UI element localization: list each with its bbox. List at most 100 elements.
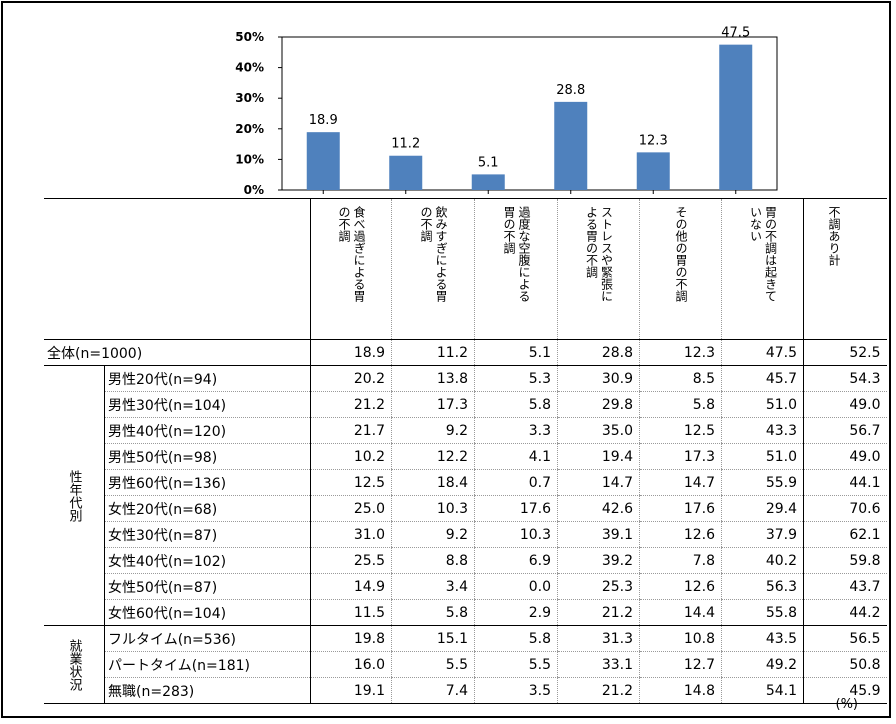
table-row: 女性60代(n=104) 11.5 5.8 2.9 21.2 14.4 55.8 44.2 [44,599,887,626]
value-cell: 16.0 [310,651,392,678]
column-header: 不調あり計 [803,198,887,340]
row-label: 男性20代(n=94) [104,365,311,392]
value-cell: 7.4 [391,677,475,704]
column-header-label: ストレスや緊張に よる胃の不調 [584,206,614,302]
row-label: 男性30代(n=104) [104,391,311,418]
value-cell: 15.1 [391,625,475,652]
data-label: 12.3 [639,133,668,148]
data-label: 11.2 [391,137,420,152]
total-value-cell: 49.0 [803,391,887,418]
group-label-text: 就業状況 [66,638,82,691]
value-cell: 14.8 [639,677,722,704]
row-label: 男性40代(n=120) [104,417,311,444]
value-cell: 4.1 [474,443,558,470]
bar [306,132,340,190]
value-cell: 51.0 [721,443,804,470]
value-cell: 35.0 [557,417,640,444]
y-tick-label: 0% [244,183,264,197]
data-label: 47.5 [721,26,750,41]
table-row: パートタイム(n=181) 16.0 5.5 5.5 33.1 12.7 49.2 50.8 [44,651,887,678]
value-cell: 29.4 [721,495,804,522]
table-row: 男性60代(n=136) 12.5 18.4 0.7 14.7 14.7 55.9 44.1 [44,469,887,496]
value-cell: 17.3 [639,443,722,470]
row-label: 全体(n=1000) [44,339,311,366]
value-cell: 17.6 [639,495,722,522]
value-cell: 12.5 [310,469,392,496]
value-cell: 47.5 [721,339,804,366]
value-cell: 39.2 [557,547,640,574]
row-label: 無職(n=283) [104,677,311,704]
value-cell: 40.2 [721,547,804,574]
value-cell: 49.2 [721,651,804,678]
row-label: フルタイム(n=536) [104,625,311,652]
value-cell: 3.4 [391,573,475,600]
value-cell: 31.0 [310,521,392,548]
value-cell: 9.2 [391,417,475,444]
value-cell: 5.8 [639,391,722,418]
value-cell: 19.1 [310,677,392,704]
bar-chart: 0% 10% 20% 30% 40% 50% 18.9 11.2 5.1 28.8 12.3 47.… [235,26,778,197]
value-cell: 10.3 [474,521,558,548]
value-cell: 45.7 [721,365,804,392]
total-value-cell: 45.9 [803,677,887,704]
value-cell: 54.1 [721,677,804,704]
value-cell: 12.6 [639,573,722,600]
value-cell: 8.8 [391,547,475,574]
value-cell: 51.0 [721,391,804,418]
table-row: 性年代別 男性20代(n=94) 20.2 13.8 5.3 30.9 8.5 45.7 54.… [44,365,887,626]
value-cell: 55.9 [721,469,804,496]
column-header: 飲みすぎによる胃 の不調 [391,198,475,340]
value-cell: 2.9 [474,599,558,626]
column-header: ストレスや緊張に よる胃の不調 [557,198,640,340]
total-row: 全体(n=1000) 18.9 11.2 5.1 28.8 12.3 47.5 52.5 [44,339,887,366]
value-cell: 42.6 [557,495,640,522]
value-cell: 5.3 [474,365,558,392]
table-row: 無職(n=283) 19.1 7.4 3.5 21.2 14.8 54.1 45.9 [44,677,887,704]
bar [554,101,588,190]
row-label: 女性20代(n=68) [104,495,311,522]
value-cell: 19.8 [310,625,392,652]
value-cell: 39.1 [557,521,640,548]
bar [471,174,505,190]
column-header-label: 飲みすぎによる胃 の不調 [419,206,448,302]
value-cell: 18.9 [310,339,392,366]
value-cell: 14.7 [639,469,722,496]
column-header-label: 過度な空腹による 胃の不調 [502,206,531,302]
row-label: 女性60代(n=104) [104,599,311,626]
value-cell: 43.3 [721,417,804,444]
header-row: 食べ過ぎによる胃 の不調 飲みすぎによる胃 の不調 過度な空腹による 胃の不調 ストレ… [44,198,887,340]
table-row: 男性30代(n=104) 21.2 17.3 5.8 29.8 5.8 51.0 49.0 [44,391,887,418]
value-cell: 0.7 [474,469,558,496]
row-label: 女性50代(n=87) [104,573,311,600]
value-cell: 14.4 [639,599,722,626]
value-cell: 5.5 [474,651,558,678]
value-cell: 11.5 [310,599,392,626]
table-row: 女性30代(n=87) 31.0 9.2 10.3 39.1 12.6 37.9 62.1 [44,521,887,548]
bar [719,44,753,191]
group-label-text: 性年代別 [66,469,82,522]
value-cell: 21.2 [557,677,640,704]
crosstab-table: 食べ過ぎによる胃 の不調 飲みすぎによる胃 の不調 過度な空腹による 胃の不調 ストレ… [44,198,887,704]
value-cell: 19.4 [557,443,640,470]
total-value-cell: 54.3 [803,365,887,392]
value-cell: 5.8 [474,391,558,418]
y-tick-label: 10% [235,152,264,166]
group-label: 就業状況 [44,625,105,704]
value-cell: 6.9 [474,547,558,574]
data-label: 5.1 [478,155,499,170]
value-cell: 8.5 [639,365,722,392]
y-tick-label: 30% [235,91,264,105]
row-label: パートタイム(n=181) [104,651,311,678]
value-cell: 33.1 [557,651,640,678]
value-cell: 12.2 [391,443,475,470]
value-cell: 25.5 [310,547,392,574]
value-cell: 17.3 [391,391,475,418]
unit-label: (%) [835,697,859,712]
value-cell: 12.5 [639,417,722,444]
bar [389,155,423,190]
row-label: 男性50代(n=98) [104,443,311,470]
value-cell: 30.9 [557,365,640,392]
total-value-cell: 49.0 [803,443,887,470]
value-cell: 29.8 [557,391,640,418]
